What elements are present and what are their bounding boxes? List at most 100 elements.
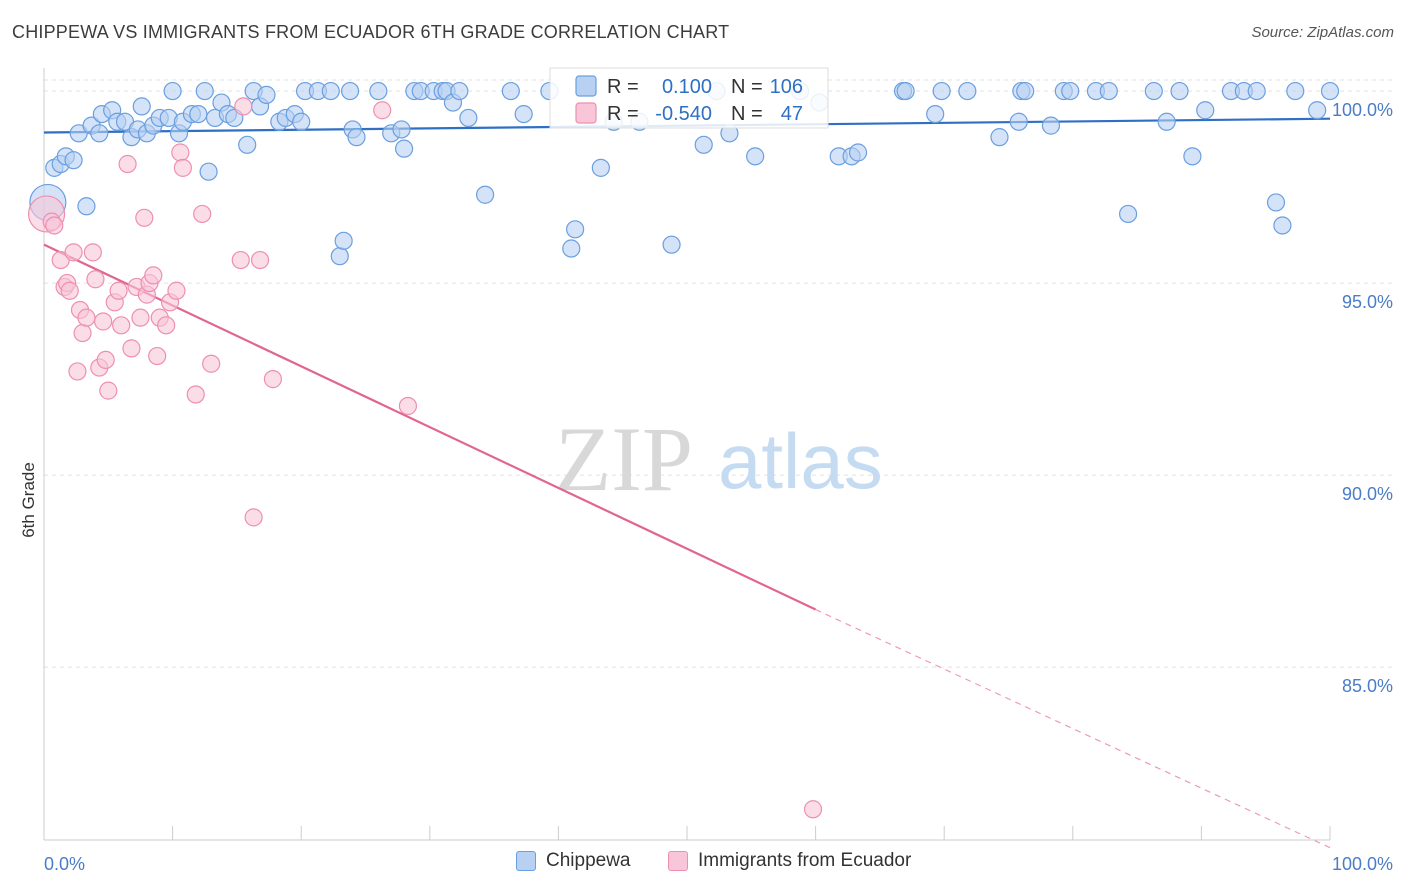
point-chippewa: [163, 81, 182, 101]
point-ecuador: [86, 270, 105, 289]
point-chippewa: [77, 197, 96, 216]
point-chippewa: [1170, 81, 1189, 101]
trend-ecuador-dashed: [815, 609, 1331, 849]
legend-item-ecuador: Immigrants from Ecuador: [668, 850, 911, 872]
point-ecuador: [60, 281, 79, 300]
point-ecuador: [118, 154, 137, 174]
legend-r-value: 0.100: [662, 76, 712, 98]
legend-swatch-ecuador: [668, 851, 688, 871]
point-chippewa: [475, 185, 495, 204]
point-chippewa: [562, 239, 581, 258]
point-ecuador: [68, 362, 87, 381]
point-chippewa: [501, 81, 520, 101]
legend-n-label: N =: [731, 76, 763, 98]
point-chippewa: [394, 139, 414, 158]
point-ecuador: [244, 508, 263, 527]
y-tick-label: 90.0%: [1342, 484, 1393, 504]
point-chippewa: [450, 81, 469, 101]
point-chippewa: [514, 104, 533, 124]
point-ecuador: [96, 350, 115, 370]
legend-swatch-chippewa: [516, 851, 536, 871]
point-chippewa: [926, 104, 945, 124]
point-ecuador: [167, 281, 186, 300]
legend-n-value: 47: [781, 103, 803, 125]
legend-r-label: R =: [607, 76, 639, 98]
y-tick-label: 95.0%: [1342, 292, 1393, 312]
legend-r-label: R =: [607, 103, 639, 125]
point-ecuador: [94, 312, 113, 331]
point-chippewa: [848, 143, 868, 162]
legend-r-value: -0.540: [655, 103, 712, 125]
point-ecuador: [186, 385, 205, 404]
x-tick-label-min: 0.0%: [44, 854, 85, 874]
point-chippewa: [330, 247, 349, 266]
point-ecuador: [263, 370, 283, 389]
point-ecuador: [202, 354, 221, 373]
point-ecuador: [250, 250, 270, 270]
point-chippewa: [340, 81, 360, 101]
point-ecuador: [173, 158, 192, 177]
legend-top: R = 0.100 N = 106 R = -0.540 N = 47: [549, 67, 829, 129]
point-ecuador: [122, 339, 141, 358]
point-ecuador: [73, 323, 92, 343]
point-ecuador: [231, 250, 250, 270]
point-chippewa: [694, 135, 713, 154]
point-chippewa: [369, 81, 388, 101]
point-ecuador: [157, 316, 176, 335]
source-credit: Source: ZipAtlas.com: [1251, 24, 1394, 41]
point-chippewa: [1144, 81, 1163, 101]
point-chippewa: [1196, 101, 1215, 120]
y-tick-labels: 85.0% 90.0% 95.0% 100.0%: [1332, 100, 1393, 696]
point-chippewa: [64, 151, 83, 170]
point-chippewa: [1041, 116, 1061, 135]
x-tick-label-max: 100.0%: [1332, 854, 1393, 874]
legend-n-label: N =: [731, 103, 763, 125]
point-chippewa: [566, 220, 585, 239]
point-ecuador: [144, 266, 163, 285]
point-chippewa: [459, 108, 478, 128]
point-ecuador: [373, 101, 392, 120]
point-chippewa: [1308, 101, 1327, 120]
point-chippewa: [392, 120, 411, 139]
point-chippewa: [1061, 81, 1080, 101]
point-chippewa: [1157, 112, 1176, 131]
point-chippewa: [199, 162, 218, 181]
point-chippewa: [1009, 112, 1028, 131]
legend-swatch: [575, 102, 597, 124]
point-chippewa: [662, 235, 681, 254]
y-axis-label: 6th Grade: [19, 462, 38, 538]
trend-ecuador: [43, 243, 817, 611]
legend-n-value: 106: [770, 76, 803, 98]
legend-label-ecuador: Immigrants from Ecuador: [698, 850, 912, 871]
point-ecuador: [45, 216, 64, 235]
point-chippewa: [195, 81, 214, 101]
point-chippewa: [334, 231, 353, 250]
bottom-legend: Chippewa Immigrants from Ecuador: [0, 850, 1406, 880]
point-chippewa: [90, 124, 109, 143]
point-chippewa: [257, 85, 276, 104]
legend-item-chippewa: Chippewa: [516, 850, 631, 872]
point-chippewa: [347, 128, 366, 147]
y-tick-label: 85.0%: [1342, 676, 1393, 696]
point-chippewa: [1273, 216, 1292, 235]
data-points: [27, 81, 1340, 819]
point-ecuador: [109, 281, 128, 300]
point-chippewa: [1320, 81, 1340, 101]
x-tick-labels: 0.0% 100.0%: [44, 854, 1393, 874]
point-ecuador: [234, 97, 253, 116]
watermark-zip: ZIP: [555, 408, 693, 510]
legend-label-chippewa: Chippewa: [546, 850, 631, 871]
point-chippewa: [292, 112, 311, 131]
point-chippewa: [132, 97, 151, 116]
watermark-atlas: atlas: [718, 417, 883, 505]
point-chippewa: [591, 158, 610, 177]
point-chippewa: [958, 81, 977, 101]
point-ecuador: [112, 316, 131, 335]
point-ecuador: [193, 204, 212, 224]
point-chippewa: [238, 135, 257, 154]
point-ecuador: [64, 243, 83, 262]
point-chippewa: [189, 104, 208, 124]
point-chippewa: [321, 81, 340, 101]
point-ecuador: [83, 243, 102, 262]
